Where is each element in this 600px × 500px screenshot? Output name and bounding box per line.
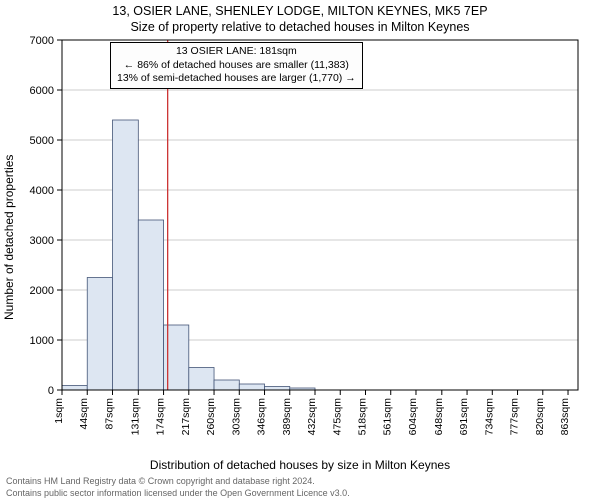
annotation-box: 13 OSIER LANE: 181sqm ← 86% of detached … <box>110 42 363 89</box>
x-tick-label: 131sqm <box>129 398 141 436</box>
svg-text:5000: 5000 <box>30 135 54 147</box>
x-tick-label: 518sqm <box>356 398 368 436</box>
x-tick-label: 820sqm <box>534 398 546 436</box>
svg-text:2000: 2000 <box>30 285 54 297</box>
svg-text:3000: 3000 <box>30 235 54 247</box>
histogram-bar <box>214 380 239 390</box>
x-tick-label: 303sqm <box>230 398 242 436</box>
x-tick-label: 174sqm <box>155 398 167 436</box>
svg-text:4000: 4000 <box>30 185 54 197</box>
histogram-bar <box>265 387 290 391</box>
annotation-line3: 13% of semi-detached houses are larger (… <box>117 72 356 86</box>
x-tick-label: 217sqm <box>180 398 192 436</box>
svg-text:1000: 1000 <box>30 335 54 347</box>
x-tick-label: 44sqm <box>78 398 90 430</box>
histogram-bar <box>112 120 138 390</box>
x-tick-label: 389sqm <box>281 398 293 436</box>
x-tick-label: 648sqm <box>433 398 445 436</box>
svg-text:6000: 6000 <box>30 85 54 97</box>
svg-text:0: 0 <box>48 385 54 397</box>
histogram-bar <box>239 384 264 390</box>
x-tick-label: 1sqm <box>53 398 65 424</box>
x-tick-label: 691sqm <box>458 398 470 436</box>
x-tick-label: 346sqm <box>256 398 268 436</box>
annotation-line2: ← 86% of detached houses are smaller (11… <box>117 59 356 73</box>
x-tick-label: 734sqm <box>483 398 495 436</box>
histogram-bar <box>87 278 112 391</box>
x-tick-label: 561sqm <box>382 398 394 436</box>
x-tick-label: 863sqm <box>559 398 571 436</box>
svg-text:7000: 7000 <box>30 35 54 47</box>
footer-copyright: Contains HM Land Registry data © Crown c… <box>6 476 315 486</box>
x-tick-label: 87sqm <box>103 398 115 430</box>
histogram-bar <box>138 220 163 390</box>
x-tick-label: 604sqm <box>407 398 419 436</box>
footer-licence: Contains public sector information licen… <box>6 488 350 498</box>
x-tick-label: 432sqm <box>306 398 318 436</box>
x-tick-label: 777sqm <box>509 398 521 436</box>
x-axis-label: Distribution of detached houses by size … <box>0 458 600 472</box>
histogram-bar <box>62 386 87 391</box>
x-tick-label: 260sqm <box>205 398 217 436</box>
histogram-bar <box>189 368 214 391</box>
annotation-line1: 13 OSIER LANE: 181sqm <box>117 45 356 59</box>
x-tick-label: 475sqm <box>331 398 343 436</box>
